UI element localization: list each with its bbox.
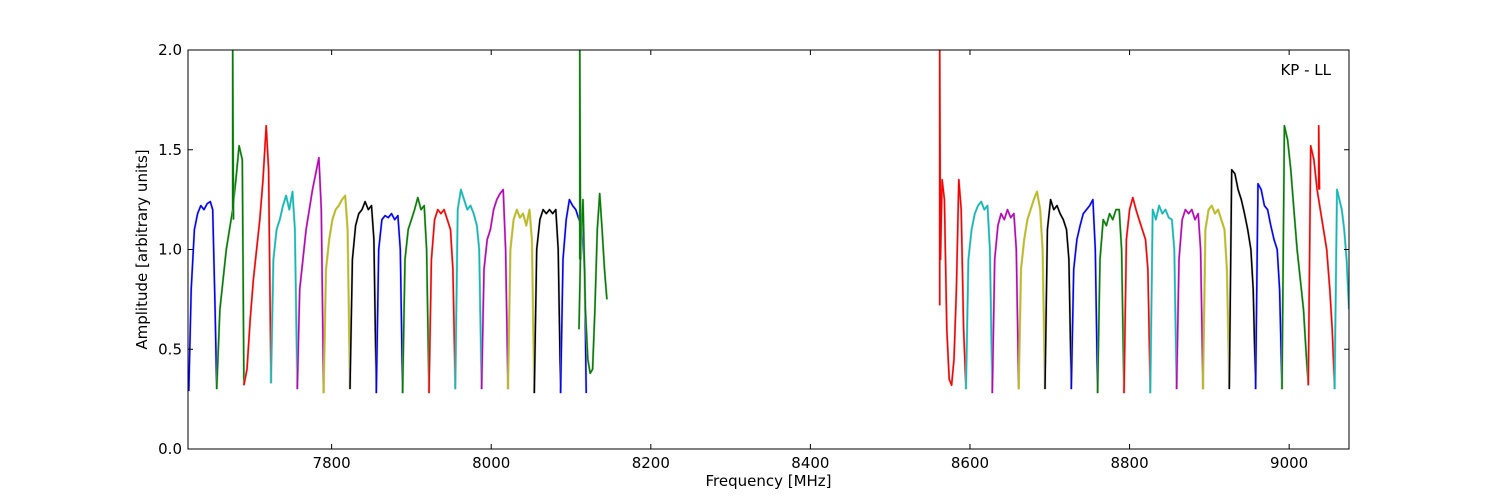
series-11-background-trace — [454, 188, 483, 390]
series-11-line — [454, 188, 483, 390]
series-10-line — [428, 208, 457, 394]
series-22-background-trace — [1043, 198, 1073, 390]
x-tick-label: 7800 — [313, 454, 351, 472]
series-4-line — [270, 190, 299, 390]
series-6-background-trace — [322, 194, 352, 394]
series-0-line — [188, 200, 218, 392]
series-21-line — [1017, 190, 1046, 390]
x-tick-label: 8800 — [1110, 454, 1148, 472]
y-tick-label: 0.0 — [158, 440, 182, 458]
series-23-line — [1070, 198, 1099, 394]
series-6-line — [322, 194, 351, 394]
series-layer — [188, 50, 1349, 394]
x-tick-label: 9000 — [1270, 454, 1308, 472]
y-tick-label: 2.0 — [158, 41, 182, 59]
series-24-line — [1096, 208, 1125, 394]
series-12-line — [480, 188, 509, 390]
series-13-line — [507, 208, 536, 394]
series-20-line — [991, 208, 1020, 394]
series-32-line — [1307, 145, 1336, 390]
x-axis-label: Frequency [MHz] — [705, 472, 831, 490]
series-29-line — [1228, 168, 1257, 390]
y-tick-label: 0.5 — [158, 340, 182, 358]
series-19-line — [965, 200, 994, 394]
series-4-background-trace — [269, 190, 299, 390]
x-tick-label: 8200 — [632, 454, 670, 472]
series-7-background-trace — [348, 200, 378, 394]
series-27-line — [1175, 208, 1204, 390]
station-annotation: KP - LL — [1280, 61, 1331, 79]
series-1-line — [215, 145, 245, 390]
series-32-background-trace — [1307, 144, 1336, 390]
x-tick-label: 8400 — [791, 454, 829, 472]
series-17-line — [579, 50, 582, 260]
series-18-line — [938, 50, 967, 390]
series-8-line — [375, 212, 404, 394]
series-28-line — [1202, 204, 1231, 390]
series-34-line — [1333, 188, 1349, 390]
x-tick-label: 8600 — [951, 454, 989, 472]
y-tick-label: 1.5 — [158, 141, 182, 159]
series-33-line — [1317, 125, 1321, 190]
tick-marks — [188, 49, 1349, 450]
series-9-line — [401, 196, 430, 394]
series-5-line — [296, 156, 325, 394]
series-7-line — [349, 200, 378, 394]
series-3-line — [243, 125, 272, 386]
tick-labels: 7800 8000 8200 8400 8600 8800 9000 0.0 0.5 1.0 1.5… — [158, 41, 1308, 472]
y-axis-label: Amplitude [arbitrary units] — [133, 149, 151, 349]
series-30-line — [1254, 182, 1283, 390]
series-2-line — [231, 50, 235, 220]
series-16-line — [578, 192, 608, 374]
series-22-line — [1044, 198, 1073, 390]
series-1-background-trace — [215, 144, 246, 390]
series-14-line — [533, 208, 562, 394]
x-tick-label: 8000 — [472, 454, 510, 472]
series-25-line — [1123, 196, 1152, 394]
series-31-background-trace — [1280, 124, 1310, 390]
series-26-line — [1149, 204, 1178, 394]
series-31-line — [1281, 125, 1310, 390]
y-tick-label: 1.0 — [158, 241, 182, 259]
